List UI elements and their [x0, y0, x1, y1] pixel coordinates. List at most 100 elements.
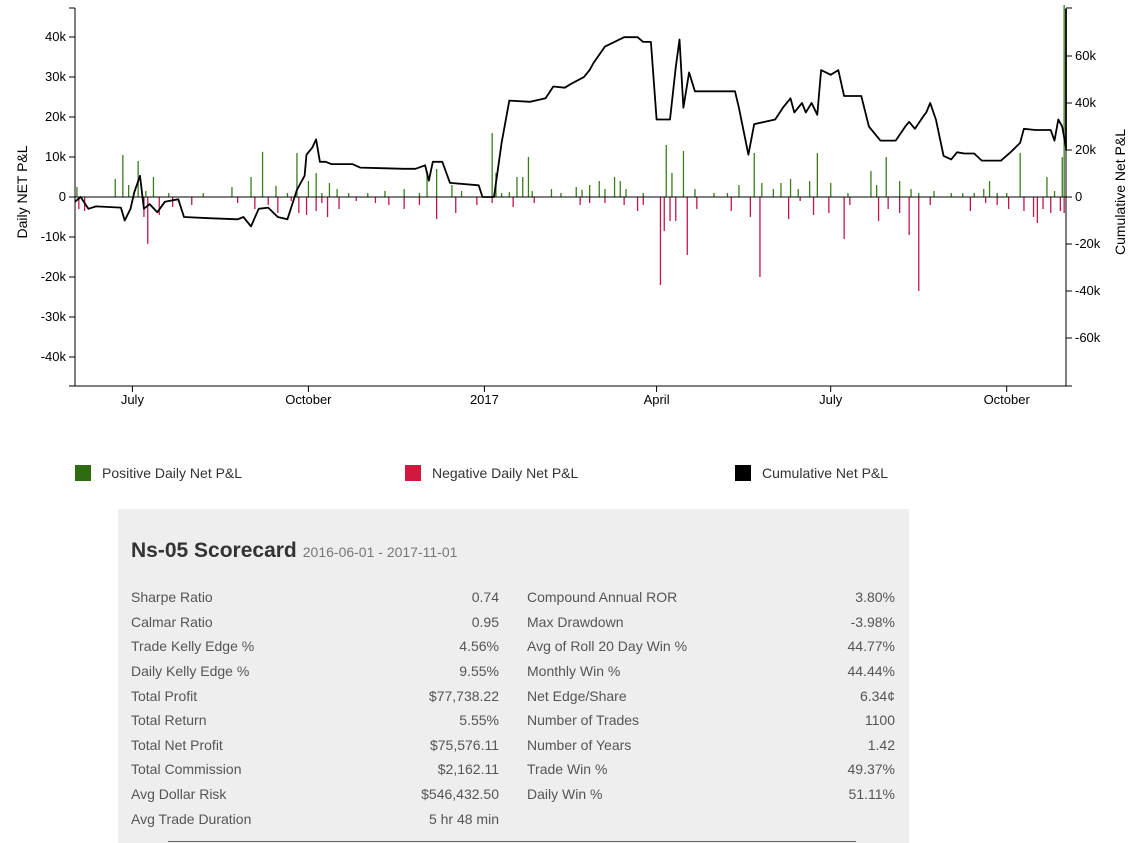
positive-bar — [418, 193, 421, 197]
scorecard-header: Ns-05 Scorecard 2016-06-01 - 2017-11-01 — [131, 539, 457, 563]
metric-label: Avg of Roll 20 Day Win % — [527, 638, 688, 655]
negative-bar — [996, 197, 998, 205]
positive-bar — [403, 189, 405, 197]
positive-bar — [451, 185, 453, 197]
positive-bar — [870, 171, 872, 197]
metric-label: Daily Kelly Edge % — [131, 663, 250, 680]
legend-item-cumulative[interactable]: Cumulative Net P&L — [735, 465, 888, 481]
negative-bar — [579, 197, 581, 205]
metric-row: Number of Years 1.42 — [527, 733, 895, 758]
negative-bar — [147, 197, 149, 244]
positive-bar — [665, 145, 667, 197]
metric-row: Number of Trades 1100 — [527, 708, 895, 733]
scorecard-title: Ns-05 Scorecard — [131, 539, 297, 562]
positive-bar — [168, 193, 170, 197]
axes-layer: 40k 30k 20k 10k 0 -10k -20k -30k -40k 60k 40k 20k 0 -… — [41, 7, 1101, 407]
metric-label: Avg Dollar Risk — [131, 786, 227, 803]
metric-row: Trade Kelly Edge % 4.56% — [131, 634, 499, 659]
left-tick-label: -20k — [41, 269, 67, 284]
metric-value: 0.74 — [471, 589, 499, 606]
negative-bar — [355, 197, 357, 201]
metric-value: -3.98% — [850, 613, 895, 630]
metric-row: Calmar Ratio 0.95 — [131, 610, 499, 635]
positive-bar — [619, 181, 621, 197]
positive-bar — [550, 189, 553, 197]
negative-bar — [455, 197, 457, 213]
negative-bar — [589, 197, 591, 203]
negative-bar — [374, 197, 377, 203]
right-tick-label: -40k — [1075, 283, 1101, 298]
positive-bar — [286, 193, 289, 197]
metric-value: 6.34¢ — [859, 687, 895, 704]
positive-bar — [1063, 5, 1065, 197]
metric-value: 9.55% — [459, 663, 499, 680]
metric-value: 5 hr 48 min — [428, 810, 499, 827]
negative-bar — [849, 197, 851, 205]
positive-bar — [761, 183, 763, 197]
metric-value: 49.37% — [847, 761, 895, 778]
negative-bar — [749, 197, 751, 217]
legend-item-positive[interactable]: Positive Daily Net P&L — [75, 465, 242, 481]
negative-bar — [899, 197, 901, 213]
negative-bar — [403, 197, 405, 209]
metric-row: Total Profit $77,738.22 — [131, 683, 499, 708]
positive-bar — [491, 133, 493, 197]
x-tick-label: July — [121, 392, 145, 407]
positive-bar — [581, 189, 583, 197]
x-tick-label: October — [285, 392, 332, 407]
positive-bar — [682, 151, 685, 197]
positive-bar — [1006, 193, 1008, 197]
metric-value: 4.56% — [459, 638, 499, 655]
negative-bar — [78, 197, 80, 209]
negative-bar — [908, 197, 910, 235]
metric-value: $546,432.50 — [421, 786, 499, 803]
negative-bar — [1008, 197, 1010, 209]
right-tick-label: 0 — [1075, 189, 1082, 204]
metric-row: Compound Annual ROR 3.80% — [527, 585, 895, 610]
metric-label: Calmar Ratio — [131, 613, 213, 630]
positive-bar — [772, 189, 774, 197]
x-tick-label: October — [984, 392, 1031, 407]
left-axis-label: Daily NET P&L — [14, 145, 30, 238]
negative-bar — [642, 197, 644, 205]
line-layer — [74, 9, 1067, 228]
negative-bar — [686, 197, 688, 255]
positive-bar — [315, 173, 317, 197]
negative-bar — [843, 197, 845, 239]
positive-bar — [933, 191, 935, 197]
legend-item-negative[interactable]: Negative Daily Net P&L — [405, 465, 578, 481]
negative-bar — [1063, 197, 1065, 213]
positive-bar — [950, 193, 952, 197]
metric-row: Avg Trade Duration 5 hr 48 min — [131, 806, 499, 831]
positive-bar — [508, 192, 510, 197]
negative-bar — [659, 197, 662, 285]
metric-label: Compound Annual ROR — [527, 589, 678, 606]
positive-bar — [973, 193, 975, 197]
negative-bar — [326, 197, 329, 217]
positive-bar — [598, 181, 600, 197]
positive-bar — [575, 187, 577, 197]
negative-bar — [788, 197, 790, 219]
legend-swatch-positive — [75, 465, 91, 481]
metric-row: Monthly Win % 44.44% — [527, 659, 895, 684]
positive-bar — [527, 157, 530, 197]
metric-row: Total Net Profit $75,576.11 — [131, 733, 499, 758]
positive-bar — [1053, 191, 1056, 197]
positive-bar — [516, 177, 518, 197]
metric-row: Daily Win % 51.11% — [527, 782, 895, 807]
metric-row: Daily Kelly Edge % 9.55% — [131, 659, 499, 684]
positive-bar — [128, 185, 130, 197]
negative-bar — [929, 197, 931, 205]
negative-bar — [338, 197, 340, 209]
negative-bar — [267, 197, 269, 205]
right-tick-label: 20k — [1075, 142, 1096, 157]
positive-bar — [384, 191, 386, 197]
positive-bar — [589, 185, 591, 197]
positive-bar — [560, 193, 562, 197]
metric-label: Max Drawdown — [527, 613, 624, 630]
positive-bar — [996, 193, 998, 197]
positive-bar — [114, 179, 116, 197]
left-tick-label: 0 — [59, 189, 66, 204]
positive-bar — [307, 181, 310, 197]
left-tick-label: -30k — [41, 309, 67, 324]
